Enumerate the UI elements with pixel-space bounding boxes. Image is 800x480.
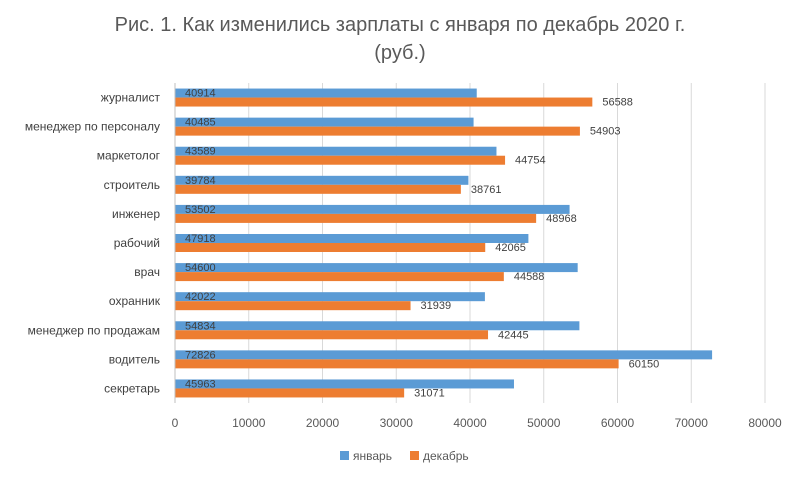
bar-december <box>175 301 411 311</box>
bar-december <box>175 97 593 107</box>
data-label: 53502 <box>185 204 216 216</box>
data-label: 47918 <box>185 233 216 245</box>
legend-swatch <box>340 451 349 460</box>
x-tick-label: 40000 <box>453 416 487 430</box>
bar-december <box>175 243 486 252</box>
bar-december <box>175 213 537 223</box>
data-label: 40914 <box>185 88 216 100</box>
data-label: 54834 <box>185 320 216 332</box>
category-label: строитель <box>104 178 160 192</box>
data-label: 72826 <box>185 349 216 361</box>
x-tick-label: 50000 <box>527 416 561 430</box>
bar-january <box>175 204 570 214</box>
x-tick-label: 30000 <box>380 416 414 430</box>
bar-january <box>175 321 580 331</box>
bar-december <box>175 388 405 398</box>
data-label: 60150 <box>629 358 660 370</box>
bar-january <box>175 117 474 127</box>
legend-label: декабрь <box>423 449 469 463</box>
category-label: рабочий <box>114 236 160 250</box>
category-label: секретарь <box>104 381 160 395</box>
data-label: 44588 <box>514 271 545 283</box>
data-label: 48968 <box>546 213 577 225</box>
data-label: 42022 <box>185 291 216 303</box>
x-tick-label: 60000 <box>601 416 635 430</box>
bar-december <box>175 126 580 136</box>
chart-subtitle: (руб.) <box>374 42 426 64</box>
bar-january <box>175 292 485 302</box>
data-label: 31071 <box>414 387 445 399</box>
data-label: 31939 <box>421 300 452 312</box>
legend-label: январь <box>353 449 392 463</box>
data-label: 43589 <box>185 146 216 158</box>
category-label: маркетолог <box>97 149 161 163</box>
bar-january <box>175 350 713 360</box>
data-label: 45963 <box>185 378 216 390</box>
x-tick-label: 10000 <box>232 416 266 430</box>
bar-january <box>175 263 578 273</box>
bar-december <box>175 330 489 340</box>
category-label: менеджер по персоналу <box>25 120 160 134</box>
bar-december <box>175 184 461 194</box>
x-tick-label: 20000 <box>306 416 340 430</box>
category-label: водитель <box>109 352 160 366</box>
category-label: журналист <box>101 91 161 105</box>
category-label: врач <box>134 265 160 279</box>
category-label: охранник <box>109 294 161 308</box>
bar-december <box>175 272 504 282</box>
bar-december <box>175 359 619 369</box>
category-label: менеджер по продажам <box>28 323 160 337</box>
bar-january <box>175 88 477 98</box>
data-label: 39784 <box>185 175 216 187</box>
data-label: 40485 <box>185 117 216 129</box>
data-label: 42065 <box>495 242 526 254</box>
data-label: 38761 <box>471 184 502 196</box>
bar-january <box>175 379 514 389</box>
bar-january <box>175 175 469 185</box>
chart-title: Рис. 1. Как изменились зарплаты с января… <box>114 14 686 36</box>
data-label: 42445 <box>498 329 529 341</box>
data-label: 54903 <box>590 126 621 138</box>
data-label: 56588 <box>602 97 633 109</box>
data-label: 54600 <box>185 262 216 274</box>
category-label: инженер <box>112 207 160 221</box>
x-tick-label: 0 <box>172 416 179 430</box>
legend-swatch <box>410 451 419 460</box>
bar-january <box>175 234 529 243</box>
x-tick-label: 70000 <box>675 416 709 430</box>
bar-january <box>175 146 497 156</box>
bar-december <box>175 155 506 165</box>
data-label: 44754 <box>515 155 546 167</box>
x-tick-label: 80000 <box>748 416 782 430</box>
